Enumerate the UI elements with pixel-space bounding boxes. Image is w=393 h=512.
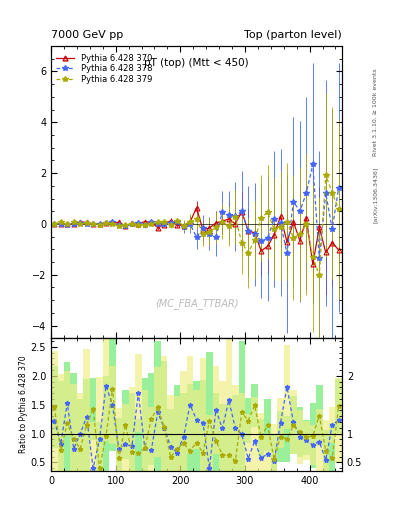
Text: [arXiv:1306.3436]: [arXiv:1306.3436] <box>373 166 378 223</box>
Text: Top (parton level): Top (parton level) <box>244 30 342 40</box>
Text: 7000 GeV pp: 7000 GeV pp <box>51 30 123 40</box>
Text: (MC_FBA_TTBAR): (MC_FBA_TTBAR) <box>155 297 238 309</box>
Text: pT (top) (Mtt < 450): pT (top) (Mtt < 450) <box>144 58 249 68</box>
Legend: Pythia 6.428 370, Pythia 6.428 378, Pythia 6.428 379: Pythia 6.428 370, Pythia 6.428 378, Pyth… <box>54 52 154 86</box>
Y-axis label: Ratio to Pythia 6.428 370: Ratio to Pythia 6.428 370 <box>19 356 28 454</box>
Text: Rivet 3.1.10, ≥ 100k events: Rivet 3.1.10, ≥ 100k events <box>373 69 378 157</box>
